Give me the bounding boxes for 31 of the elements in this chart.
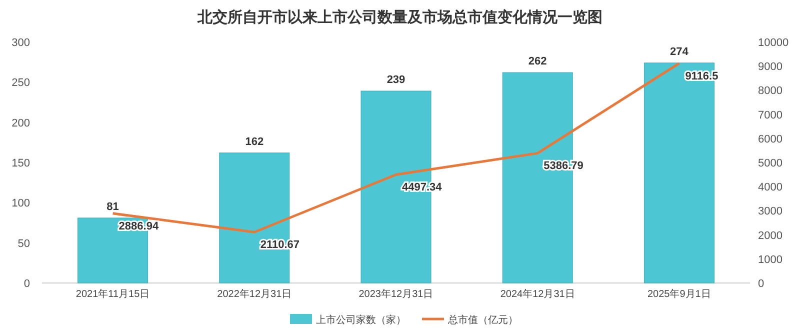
y-tick-label: 200 xyxy=(12,117,30,130)
y2-tick-label: 7000 xyxy=(758,109,782,122)
y2-tick-label: 4000 xyxy=(758,182,782,194)
y2-tick-label: 8000 xyxy=(758,85,782,98)
y-tick-label: 300 xyxy=(12,37,30,49)
data-label: 81 xyxy=(106,200,119,213)
y-tick-label: 50 xyxy=(18,238,30,250)
data-label: 262 xyxy=(528,56,547,68)
y2-tick-label: 9000 xyxy=(758,61,782,74)
legend-label: 总市值（亿元） xyxy=(447,314,518,326)
x-tick-label: 2021年11月15日 xyxy=(76,288,150,300)
y2-tick-label: 10000 xyxy=(758,37,789,49)
data-label: 239 xyxy=(386,74,406,86)
y-tick-label: 0 xyxy=(24,278,30,290)
y-tick-label: 250 xyxy=(12,77,30,90)
chart-title: 北交所自开市以来上市公司数量及市场总市值变化情况一览图 xyxy=(196,8,602,26)
x-tick-label: 2025年9月1日 xyxy=(648,288,711,300)
y-tick-label: 150 xyxy=(12,158,30,170)
x-tick-label: 2022年12月31日 xyxy=(217,288,292,300)
y2-tick-label: 1000 xyxy=(758,254,782,266)
y2-tick-label: 0 xyxy=(758,278,764,290)
y2-tick-label: 5000 xyxy=(758,158,782,170)
y2-tick-label: 3000 xyxy=(758,206,782,218)
x-tick-label: 2023年12月31日 xyxy=(358,288,434,300)
x-tick-label: 2024年12月31日 xyxy=(500,288,575,300)
data-label: 274 xyxy=(670,46,690,58)
y2-tick-label: 2000 xyxy=(758,230,782,242)
legend-label: 上市公司家数（家） xyxy=(316,314,406,326)
y2-tick-label: 6000 xyxy=(758,133,782,146)
data-label: 162 xyxy=(245,136,264,148)
y-tick-label: 100 xyxy=(12,198,30,210)
